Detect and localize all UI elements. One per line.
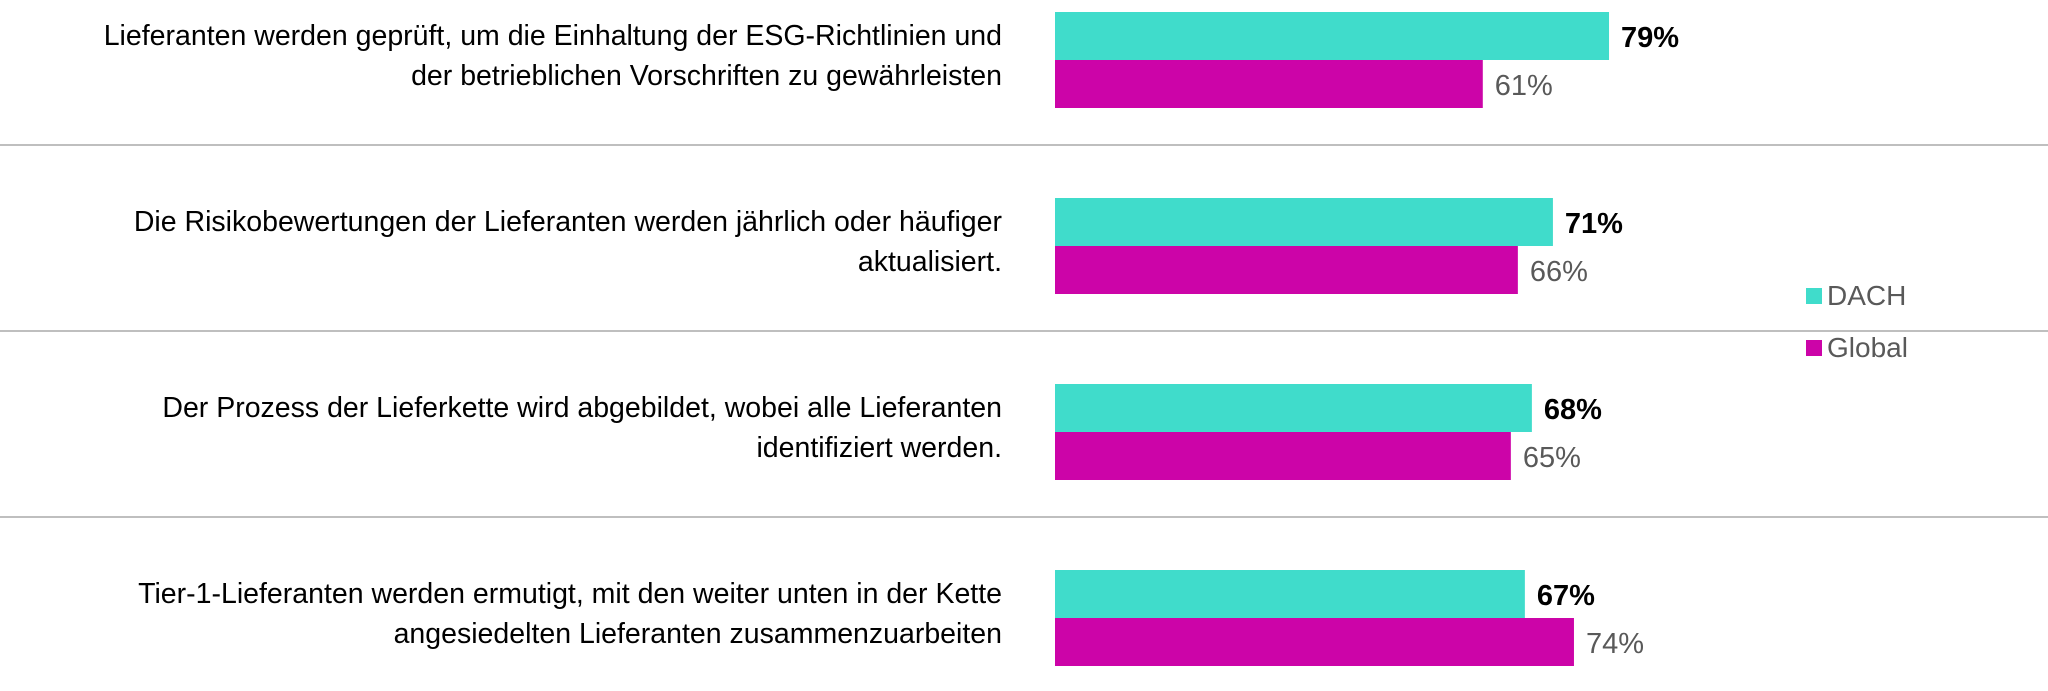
bar-global-3: [1055, 432, 1511, 480]
category-label-1: Lieferanten werden geprüft, um die Einha…: [0, 16, 1002, 96]
category-label-line: der betrieblichen Vorschriften zu gewähr…: [411, 60, 1002, 92]
category-label-2: Die Risikobewertungen der Lieferanten we…: [0, 202, 1002, 282]
category-label-line: Tier-1-Lieferanten werden ermutigt, mit …: [138, 578, 1002, 610]
legend-label: Global: [1827, 332, 1908, 363]
category-label-3: Der Prozess der Lieferkette wird abgebil…: [0, 388, 1002, 468]
value-label-dach-2: 71%: [1565, 208, 1623, 240]
value-label-global-4: 74%: [1586, 628, 1644, 660]
value-label-global-3: 65%: [1523, 442, 1581, 474]
value-label-dach-3: 68%: [1544, 394, 1602, 426]
legend-item-dach: DACH: [1806, 280, 1906, 312]
bar-global-4: [1055, 618, 1574, 666]
category-label-line: Die Risikobewertungen der Lieferanten we…: [133, 206, 1002, 238]
bar-global-2: [1055, 246, 1518, 294]
legend-swatch: [1806, 340, 1822, 356]
value-label-dach-1: 79%: [1621, 22, 1679, 54]
category-label-line: angesiedelten Lieferanten zusammenzuarbe…: [393, 618, 1002, 650]
category-label-line: Lieferanten werden geprüft, um die Einha…: [103, 20, 1002, 52]
legend-label: DACH: [1827, 280, 1907, 311]
category-label-4: Tier-1-Lieferanten werden ermutigt, mit …: [0, 574, 1002, 654]
value-label-dach-4: 67%: [1537, 580, 1595, 612]
value-label-global-1: 61%: [1495, 70, 1553, 102]
bar-global-1: [1055, 60, 1483, 108]
category-label-line: Der Prozess der Lieferkette wird abgebil…: [162, 392, 1002, 424]
category-label-line: identifiziert werden.: [756, 432, 1002, 464]
bar-dach-1: [1055, 12, 1610, 60]
bar-dach-3: [1055, 384, 1532, 432]
legend-swatch: [1806, 288, 1822, 304]
bar-dach-2: [1055, 198, 1553, 246]
category-label-line: aktualisiert.: [857, 246, 1002, 278]
value-label-global-2: 66%: [1530, 256, 1588, 288]
legend-item-global: Global: [1806, 332, 1908, 364]
bar-dach-4: [1055, 570, 1525, 618]
